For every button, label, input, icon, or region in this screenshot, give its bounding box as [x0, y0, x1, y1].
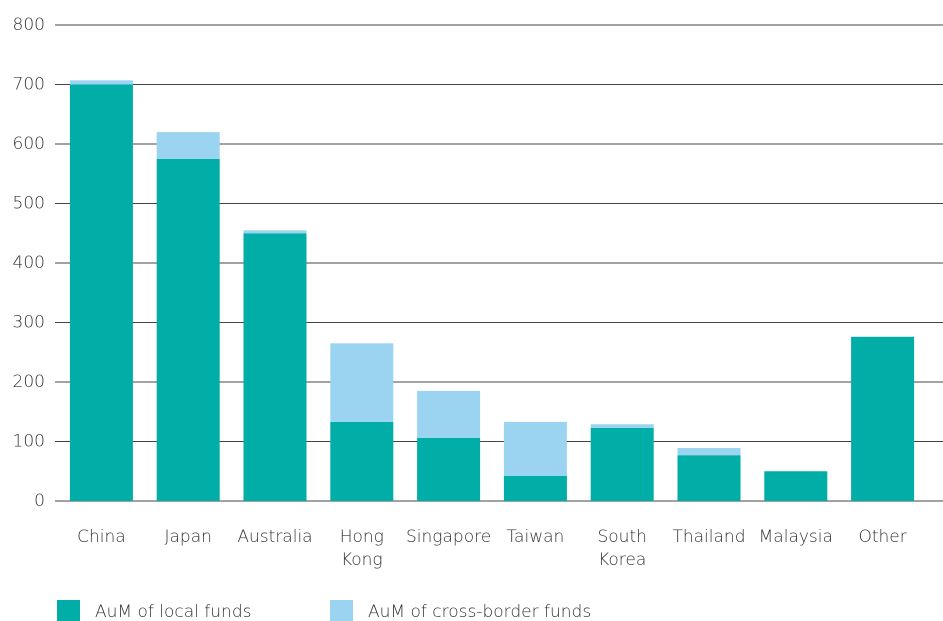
x-tick-label: Japan	[164, 527, 211, 547]
x-tick-label: China	[77, 527, 126, 547]
y-tick-label: 700	[13, 75, 45, 95]
y-tick-label: 200	[13, 372, 45, 392]
bar-segment	[590, 427, 654, 501]
bar-segment	[417, 437, 481, 501]
y-tick-label: 600	[13, 134, 45, 154]
x-tick-label-line: Hong	[340, 527, 384, 547]
bar-segment	[243, 230, 307, 234]
y-tick-label: 400	[13, 253, 45, 273]
x-tick-label-line: Korea	[598, 550, 646, 570]
x-tick-label: Taiwan	[506, 527, 564, 547]
bar-segment	[764, 471, 828, 501]
y-tick-label: 100	[13, 432, 45, 452]
bar-segment	[330, 421, 394, 501]
bar-segment	[330, 343, 394, 422]
bar-segment	[503, 476, 567, 501]
y-tick-label: 0	[34, 491, 45, 511]
y-tick-label: 800	[13, 15, 45, 35]
y-tick-label: 300	[13, 313, 45, 333]
bar-segment	[156, 158, 220, 501]
bar-segment	[69, 84, 133, 501]
bar-segment	[156, 132, 220, 159]
bar-segment	[243, 233, 307, 501]
bar-segment	[677, 455, 741, 501]
x-tick-label: Thailand	[672, 527, 745, 547]
bar-segment	[503, 421, 567, 477]
bar-segment	[851, 336, 915, 501]
x-tick-label-line: South	[597, 527, 646, 547]
x-tick-label: Malaysia	[759, 527, 833, 547]
legend-swatch	[57, 600, 80, 621]
y-tick-label: 500	[13, 194, 45, 214]
legend-label: AuM of cross-border funds	[368, 602, 591, 621]
bar-segment	[69, 80, 133, 85]
x-tick-label: Australia	[237, 527, 312, 547]
bar-segment	[590, 424, 654, 428]
x-tick-label: Other	[858, 527, 906, 547]
x-tick-label: South Korea	[597, 527, 646, 570]
bar-segment	[677, 448, 741, 456]
bar-segment	[417, 390, 481, 438]
legend-label: AuM of local funds	[95, 602, 251, 621]
x-tick-label-line: Kong	[341, 550, 383, 570]
x-tick-label: Singapore	[406, 527, 491, 547]
legend-swatch	[330, 600, 353, 621]
x-tick-label: Hong Kong	[340, 527, 384, 570]
